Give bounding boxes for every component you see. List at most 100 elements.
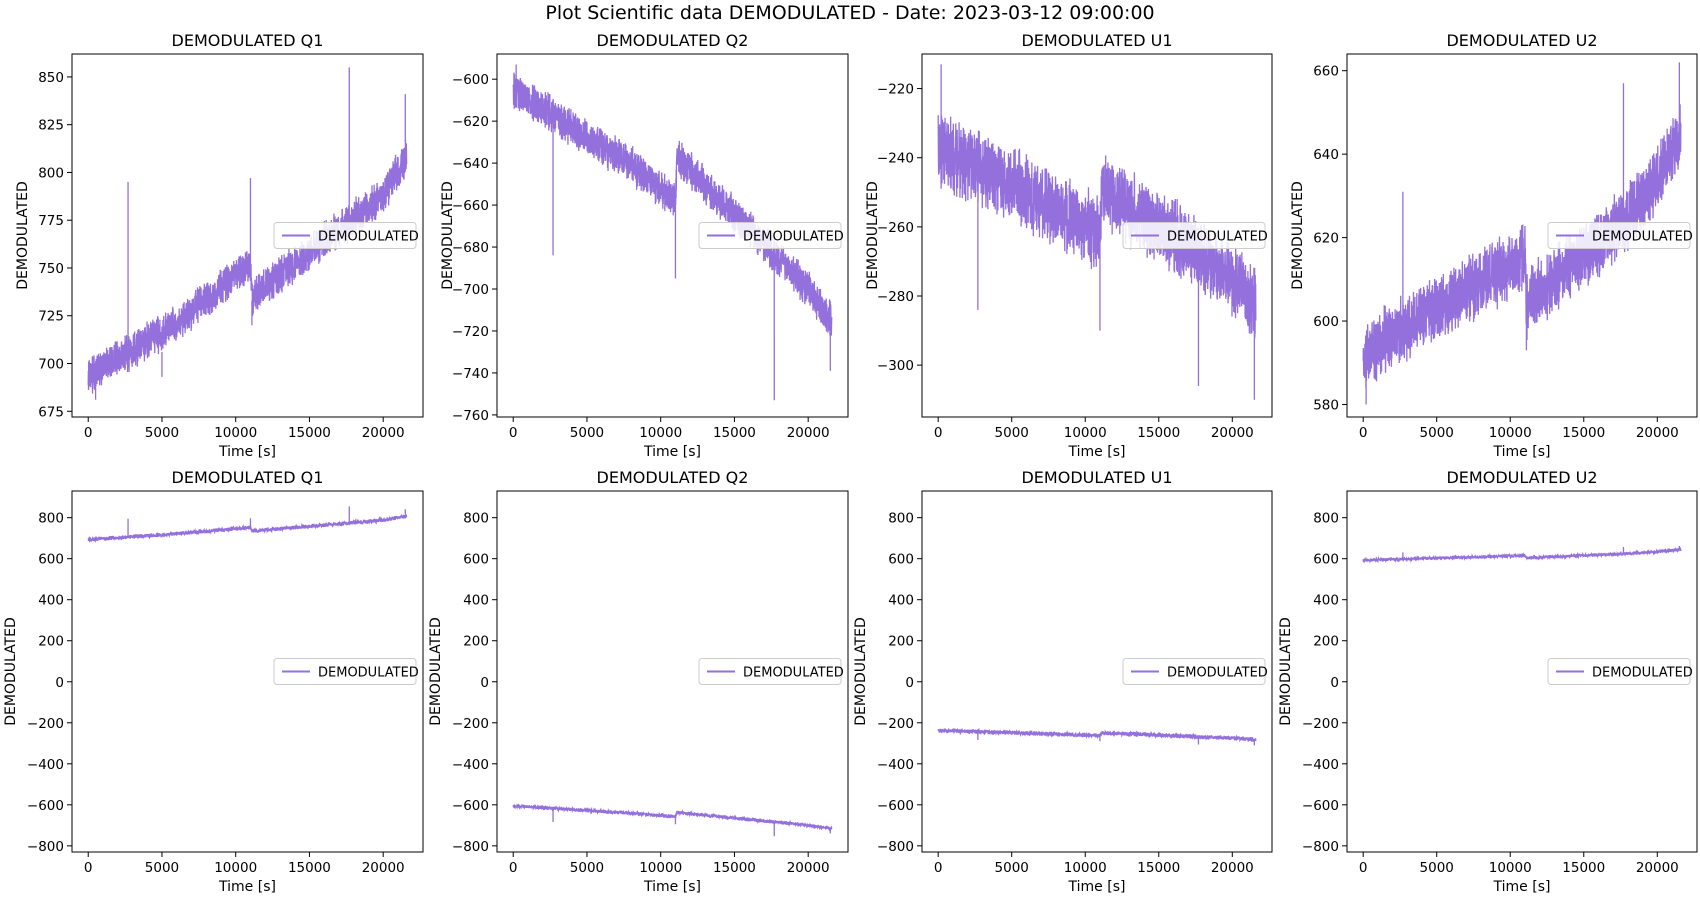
x-tick-label: 15000 <box>1137 425 1180 441</box>
subplot-5: DEMODULATED Q1 0 5000 10000 15000 20000 −800 −6… <box>3 468 424 895</box>
subplot-title: DEMODULATED U1 <box>1021 31 1172 50</box>
legend: DEMODULATED <box>1122 222 1268 249</box>
x-tick-label: 0 <box>84 860 93 876</box>
x-tick-label: 10000 <box>1064 425 1107 441</box>
y-tick-label: −200 <box>877 716 914 732</box>
x-tick-label: 5000 <box>1420 425 1454 441</box>
x-tick-label: 0 <box>934 860 943 876</box>
y-tick-label: 620 <box>1313 231 1339 247</box>
axes-frame <box>496 53 849 418</box>
x-tick-label: 20000 <box>1211 425 1254 441</box>
y-tick-label: −240 <box>877 151 914 167</box>
series-line-demodulated <box>512 64 833 401</box>
y-tick-label: 725 <box>38 309 64 325</box>
series-line-demodulated <box>512 802 833 837</box>
x-tick-label: 15000 <box>1137 860 1180 876</box>
legend-label: DEMODULATED <box>743 666 844 681</box>
y-tick-label: −800 <box>1302 839 1339 855</box>
legend-label: DEMODULATED <box>743 230 844 245</box>
x-tick-label: 15000 <box>288 425 331 441</box>
y-tick-label: −800 <box>452 839 489 855</box>
x-tick-label: 5000 <box>570 860 604 876</box>
y-tick-label: 825 <box>38 118 64 134</box>
x-axis-label: Time [s] <box>1493 444 1551 460</box>
series-line-demodulated <box>1362 545 1682 564</box>
y-tick-label: 600 <box>1313 552 1339 568</box>
x-axis-label: Time [s] <box>1068 444 1126 460</box>
y-axis-label: DEMODULATED <box>428 617 444 726</box>
x-axis-label: Time [s] <box>643 879 701 895</box>
axes-frame <box>921 53 1273 418</box>
subplot-8: DEMODULATED U2 0 5000 10000 15000 20000 −800 −6… <box>1278 468 1698 895</box>
x-tick-label: 15000 <box>713 860 756 876</box>
y-tick-label: 600 <box>463 552 489 568</box>
subplot-title: DEMODULATED Q1 <box>172 468 324 487</box>
y-axis-label: DEMODULATED <box>15 181 31 290</box>
y-tick-label: −740 <box>452 366 489 382</box>
y-tick-label: 200 <box>463 634 489 650</box>
y-tick-label: −600 <box>1302 798 1339 814</box>
subplot-title: DEMODULATED U2 <box>1446 468 1597 487</box>
y-tick-label: 600 <box>38 552 64 568</box>
legend-label: DEMODULATED <box>1167 666 1268 681</box>
subplot-7: DEMODULATED U1 0 5000 10000 15000 20000 −800 −6… <box>853 468 1273 895</box>
y-tick-label: −700 <box>452 282 489 298</box>
x-tick-label: 15000 <box>288 860 331 876</box>
y-tick-label: −680 <box>452 240 489 256</box>
x-tick-label: 5000 <box>995 425 1029 441</box>
series-line-demodulated <box>937 727 1257 746</box>
y-axis-label: DEMODULATED <box>3 617 19 726</box>
legend: DEMODULATED <box>1547 222 1693 249</box>
y-tick-label: −280 <box>877 289 914 305</box>
x-tick-label: 20000 <box>1636 860 1679 876</box>
y-axis-label: DEMODULATED <box>853 617 869 726</box>
axes-frame <box>1346 490 1698 853</box>
y-tick-label: −800 <box>877 839 914 855</box>
axes-frame <box>496 490 849 853</box>
subplot-title: DEMODULATED Q1 <box>172 31 324 50</box>
y-tick-label: −600 <box>452 72 489 88</box>
axes-frame <box>1346 53 1698 418</box>
y-axis-label: DEMODULATED <box>1278 617 1294 726</box>
x-tick-label: 20000 <box>362 860 405 876</box>
legend-box <box>1547 658 1691 685</box>
legend-box <box>1122 658 1266 685</box>
legend-box <box>1547 222 1691 249</box>
y-tick-label: 200 <box>38 634 64 650</box>
x-tick-label: 20000 <box>1636 425 1679 441</box>
x-axis-label: Time [s] <box>1493 879 1551 895</box>
legend: DEMODULATED <box>698 222 844 249</box>
legend: DEMODULATED <box>273 658 419 685</box>
y-tick-label: 200 <box>1313 634 1339 650</box>
x-tick-label: 0 <box>1359 860 1368 876</box>
legend: DEMODULATED <box>698 658 844 685</box>
legend-label: DEMODULATED <box>1592 230 1693 245</box>
subplot-title: DEMODULATED U2 <box>1446 31 1597 50</box>
x-tick-label: 10000 <box>639 860 682 876</box>
y-tick-label: −200 <box>1302 716 1339 732</box>
legend-label: DEMODULATED <box>1167 230 1268 245</box>
axes-frame <box>71 490 424 853</box>
y-tick-label: 660 <box>1313 64 1339 80</box>
legend-box <box>273 222 417 249</box>
x-tick-label: 5000 <box>1420 860 1454 876</box>
y-axis-label: DEMODULATED <box>1290 181 1306 290</box>
y-tick-label: 775 <box>38 213 64 229</box>
x-tick-label: 5000 <box>145 425 179 441</box>
y-tick-label: −220 <box>877 82 914 98</box>
x-tick-label: 10000 <box>1489 425 1532 441</box>
x-tick-label: 0 <box>1359 425 1368 441</box>
x-tick-label: 20000 <box>787 860 830 876</box>
y-tick-label: −600 <box>452 798 489 814</box>
legend: DEMODULATED <box>273 222 419 249</box>
y-tick-label: 580 <box>1313 397 1339 413</box>
legend-box <box>698 658 842 685</box>
y-tick-label: −600 <box>877 798 914 814</box>
y-tick-label: −200 <box>27 716 64 732</box>
series-line-demodulated <box>1362 62 1682 405</box>
x-tick-label: 10000 <box>214 425 257 441</box>
y-axis-label: DEMODULATED <box>440 181 456 290</box>
y-tick-label: −300 <box>877 358 914 374</box>
x-tick-label: 0 <box>509 425 518 441</box>
